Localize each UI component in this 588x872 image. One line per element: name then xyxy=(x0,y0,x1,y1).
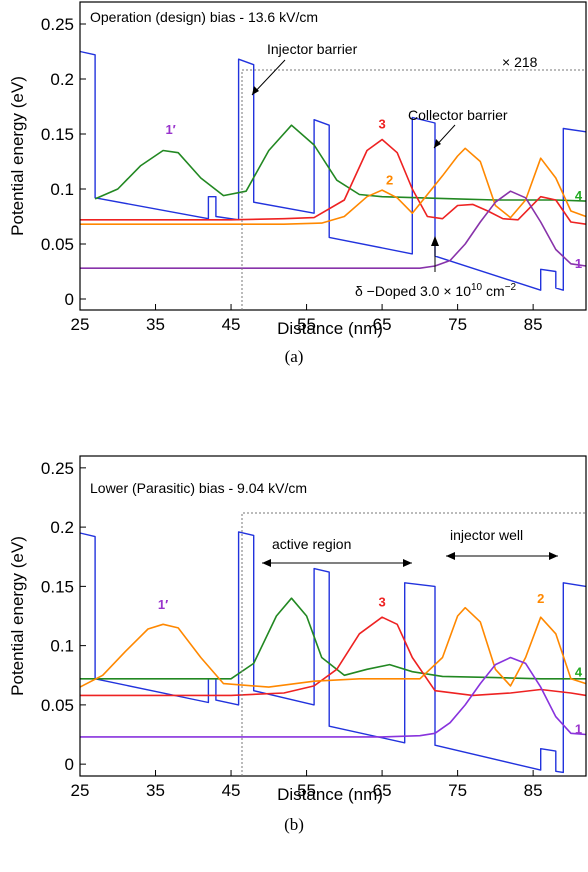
x-tick-label: 65 xyxy=(373,315,392,334)
collector-barrier-label: Collector barrier xyxy=(408,107,508,123)
injector-arrowhead xyxy=(252,86,259,95)
level-label: 1′ xyxy=(165,122,175,137)
panel-b: 0 0.05 0.1 0.15 0.2 0.25 25 35 45 55 65 75 85 1′ 3 2 4… xyxy=(8,455,587,834)
level-label: 3 xyxy=(378,117,385,132)
x-tick-label: 85 xyxy=(524,781,543,800)
panel-b-x-axis-label: Distance (nm) xyxy=(277,785,383,804)
doped-label: δ −Doped 3.0 × 1010 cm−2 xyxy=(355,282,517,299)
panel-a-x-ticks: 25 35 45 55 65 75 85 xyxy=(71,304,543,334)
doped-label-unit: cm xyxy=(482,283,505,299)
x-tick-label: 35 xyxy=(146,781,165,800)
series-line-0 xyxy=(79,50,587,291)
y-tick-label: 0.15 xyxy=(41,577,74,596)
level-label: 1 xyxy=(575,721,582,736)
series-line-2 xyxy=(80,138,587,225)
panel-a-level-labels: 1′ 3 2 4 1 xyxy=(165,117,582,272)
series-line-3 xyxy=(79,606,587,688)
y-tick-label: 0.1 xyxy=(50,180,74,199)
doped-label-unit-exp: −2 xyxy=(505,282,517,293)
y-tick-label: 0.05 xyxy=(41,696,74,715)
series-line-1 xyxy=(80,597,586,680)
series-line-3 xyxy=(80,147,587,225)
panel-b-series xyxy=(79,531,587,774)
injector-barrier-arrow xyxy=(251,59,286,96)
panel-a-caption: (a) xyxy=(285,347,304,366)
active-right-arrowhead xyxy=(403,559,412,567)
panel-b-title: Lower (Parasitic) bias - 9.04 kV/cm xyxy=(90,480,307,496)
panel-a-title: Operation (design) bias - 13.6 kV/cm xyxy=(90,9,318,25)
panel-a-series xyxy=(79,50,587,291)
series-line-4 xyxy=(80,656,587,738)
injector-well-label: injector well xyxy=(450,527,523,543)
panel-b-y-axis-label: Potential energy (eV) xyxy=(8,536,27,696)
y-tick-label: 0.05 xyxy=(41,235,74,254)
panel-b-y-ticks: 0 0.05 0.1 0.15 0.2 0.25 xyxy=(41,459,86,774)
series-line-2 xyxy=(80,616,587,697)
collector-arrowhead xyxy=(434,139,441,148)
panel-b-x-ticks: 25 35 45 55 65 75 85 xyxy=(71,770,543,800)
y-tick-label: 0.25 xyxy=(41,459,74,478)
doped-label-prefix: δ −Doped 3.0 × 10 xyxy=(355,283,471,299)
panel-b-caption: (b) xyxy=(284,815,304,834)
x-tick-label: 35 xyxy=(146,315,165,334)
level-label: 4 xyxy=(575,664,583,679)
series-line-4 xyxy=(80,190,587,269)
y-tick-label: 0.15 xyxy=(41,125,74,144)
panel-a-inset-box xyxy=(241,69,586,310)
x-tick-label: 45 xyxy=(222,781,241,800)
level-label: 2 xyxy=(386,173,393,188)
y-tick-label: 0.2 xyxy=(50,518,74,537)
x-tick-label: 25 xyxy=(71,315,90,334)
x-tick-label: 75 xyxy=(448,781,467,800)
panel-a-x-axis-label: Distance (nm) xyxy=(277,319,383,338)
x-tick-label: 65 xyxy=(373,781,392,800)
y-tick-label: 0.25 xyxy=(41,15,74,34)
injector-left-arrowhead xyxy=(446,552,455,560)
x-tick-label: 45 xyxy=(222,315,241,334)
y-tick-label: 0 xyxy=(65,290,74,309)
level-label: 1′ xyxy=(158,597,168,612)
y-tick-label: 0.1 xyxy=(50,637,74,656)
level-label: 1 xyxy=(575,256,582,271)
level-label: 4 xyxy=(575,188,583,203)
x-tick-label: 55 xyxy=(297,315,316,334)
x-tick-label: 55 xyxy=(297,781,316,800)
panel-a: 0 0.05 0.1 0.15 0.2 0.25 25 35 45 55 65 75 85 1′ 3 2 4… xyxy=(8,1,587,366)
x-tick-label: 75 xyxy=(448,315,467,334)
panel-b-plot-frame xyxy=(79,455,587,777)
x-tick-label: 85 xyxy=(524,315,543,334)
panel-a-plot-frame xyxy=(79,1,587,311)
doped-arrowhead xyxy=(431,236,439,246)
y-tick-label: 0 xyxy=(65,755,74,774)
panel-b-level-labels: 1′ 3 2 4 1 xyxy=(158,591,583,736)
doped-label-exp: 10 xyxy=(471,282,483,293)
level-label: 3 xyxy=(378,595,385,610)
injector-right-arrowhead xyxy=(549,552,558,560)
panel-b-inset-box xyxy=(241,512,586,776)
active-left-arrowhead xyxy=(262,559,271,567)
level-label: 2 xyxy=(537,591,544,606)
scale-factor-label: × 218 xyxy=(502,54,538,70)
panel-a-y-ticks: 0 0.05 0.1 0.15 0.2 0.25 xyxy=(41,15,86,309)
x-tick-label: 25 xyxy=(71,781,90,800)
panel-a-y-axis-label: Potential energy (eV) xyxy=(8,76,27,236)
series-line-1 xyxy=(94,124,587,202)
active-region-label: active region xyxy=(272,536,351,552)
y-tick-label: 0.2 xyxy=(50,70,74,89)
injector-barrier-label: Injector barrier xyxy=(267,41,358,57)
